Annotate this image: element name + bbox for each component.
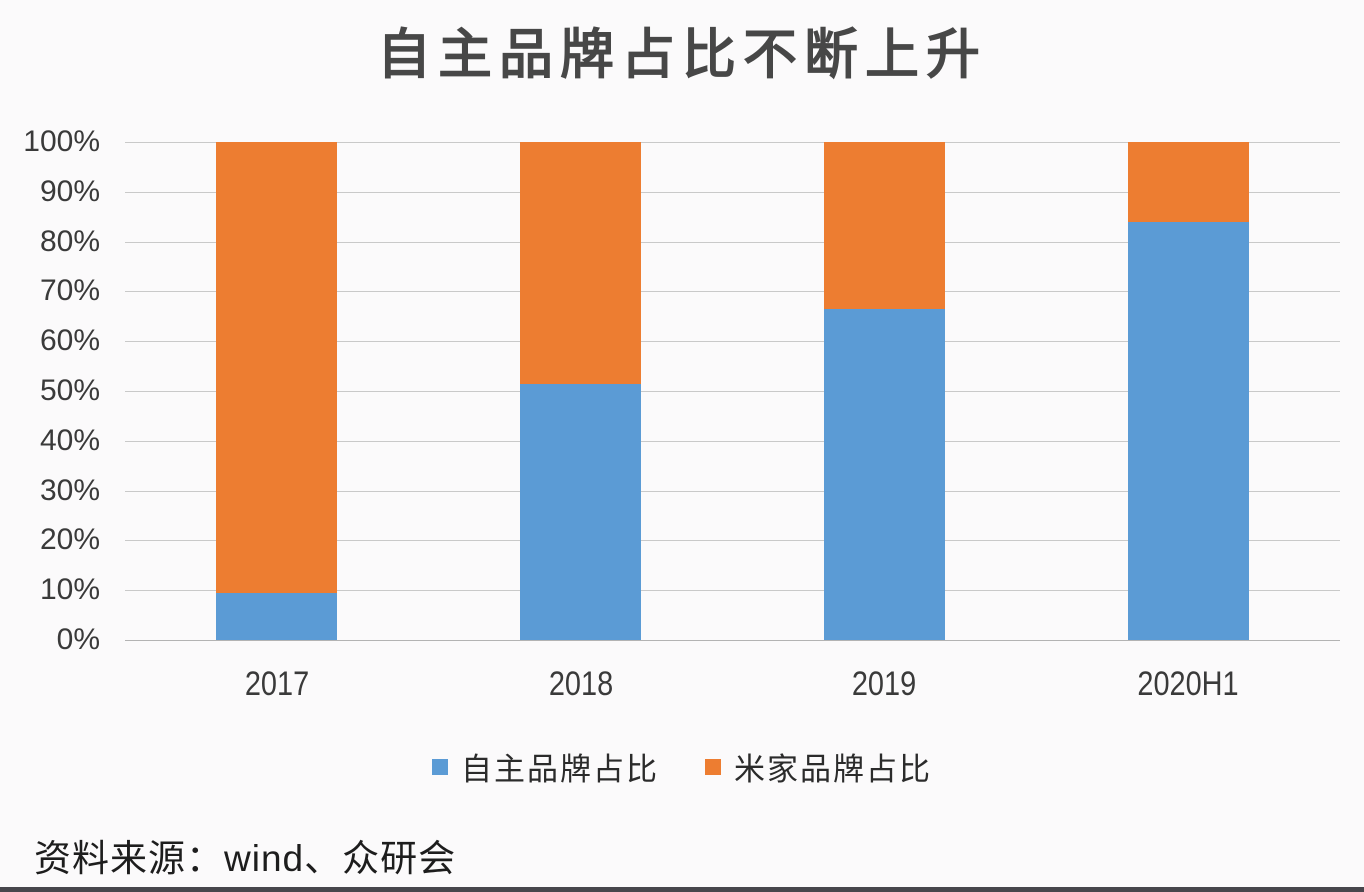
bar-2018 xyxy=(520,142,642,640)
bar-segment-own-brand-2020H1 xyxy=(1127,221,1249,640)
legend-swatch-icon xyxy=(432,758,448,775)
gridline-60 xyxy=(125,341,1340,343)
bar-2019 xyxy=(823,142,945,640)
gridline-20 xyxy=(125,540,1340,542)
y-tick-label-20: 20% xyxy=(39,523,100,557)
bar-segment-mijia-brand-2017 xyxy=(216,142,338,593)
chart-title: 自主品牌占比不断上升 xyxy=(377,25,987,85)
y-tick-label-10: 10% xyxy=(39,573,100,607)
gridline-40 xyxy=(125,440,1340,442)
bar-segment-own-brand-2018 xyxy=(520,383,642,640)
y-tick-label-40: 40% xyxy=(39,423,100,457)
bar-segment-mijia-brand-2019 xyxy=(823,142,945,309)
y-tick-label-30: 30% xyxy=(39,473,100,507)
legend-label: 米家品牌占比 xyxy=(734,752,932,787)
gridline-80 xyxy=(125,241,1340,243)
x-axis: 2017 2018 2019 2020H1 xyxy=(125,662,1340,706)
gridline-70 xyxy=(125,291,1340,293)
y-tick-label-70: 70% xyxy=(39,274,100,308)
bar-segment-own-brand-2019 xyxy=(823,308,945,640)
legend-item-own-brand: 自主品牌占比 xyxy=(432,744,659,789)
y-tick-label-60: 60% xyxy=(39,324,100,358)
bar-2020H1 xyxy=(1127,142,1249,640)
x-tick-label-2020H1: 2020H1 xyxy=(1137,665,1239,703)
y-tick-label-50: 50% xyxy=(39,374,100,407)
gridline-30 xyxy=(125,490,1340,492)
x-tick-label-2018: 2018 xyxy=(548,665,613,703)
bar-segment-own-brand-2017 xyxy=(216,592,338,640)
legend-swatch-icon xyxy=(705,758,721,775)
x-tick-label-2017: 2017 xyxy=(244,665,310,703)
gridline-0 xyxy=(125,640,1340,641)
gridline-100 xyxy=(125,142,1340,143)
y-tick-label-100: 100% xyxy=(23,125,100,158)
gridline-90 xyxy=(125,191,1340,193)
y-tick-label-90: 90% xyxy=(39,174,100,208)
legend-item-mijia-brand: 米家品牌占比 xyxy=(705,744,932,789)
y-axis: 0% 10% 20% 30% 40% 50% 60% 70% 80% 90% 100% xyxy=(0,125,100,656)
legend: 自主品牌占比 米家品牌占比 xyxy=(0,744,1364,789)
source-note: 资料来源：wind、众研会 xyxy=(34,838,457,879)
bar-segment-mijia-brand-2018 xyxy=(520,142,642,384)
bottom-edge-strip xyxy=(0,887,1364,892)
legend-label: 自主品牌占比 xyxy=(461,752,659,787)
gridline-50 xyxy=(125,391,1340,392)
bar-segment-mijia-brand-2020H1 xyxy=(1127,142,1249,222)
y-tick-label-0: 0% xyxy=(56,623,100,656)
bar-2017 xyxy=(216,142,338,640)
y-tick-label-80: 80% xyxy=(39,224,100,258)
x-tick-label-2019: 2019 xyxy=(852,665,917,703)
gridline-10 xyxy=(125,590,1340,592)
plot-area xyxy=(125,142,1340,641)
